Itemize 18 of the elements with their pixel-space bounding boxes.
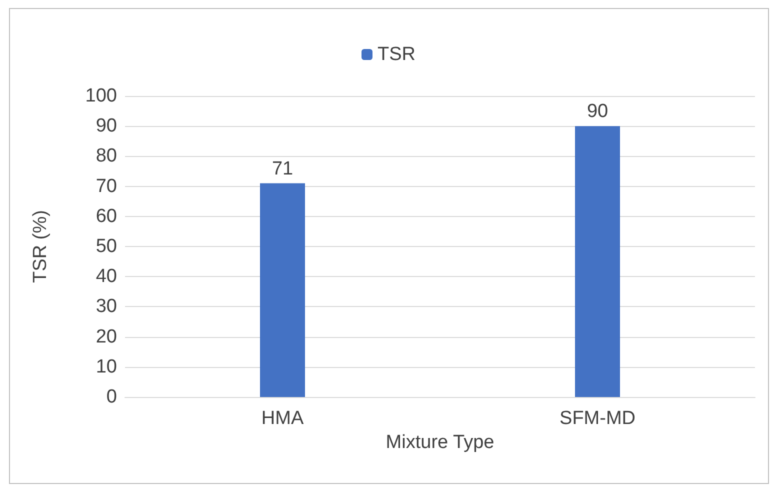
x-axis-title: Mixture Type: [386, 432, 494, 453]
y-tick-label: 90: [96, 116, 117, 137]
y-axis-title: TSR (%): [30, 210, 51, 283]
y-tick-label: 50: [96, 236, 117, 257]
legend-label: TSR: [378, 44, 416, 65]
data-label: 90: [586, 101, 608, 122]
y-tick-label: 100: [85, 86, 117, 106]
y-tick-label: 10: [96, 356, 117, 378]
y-tick-label: 40: [96, 266, 117, 288]
x-tick-label: SFM-MD: [560, 408, 636, 429]
y-tick-label: 70: [96, 176, 117, 197]
y-tick-label: 60: [96, 206, 117, 227]
y-tick-label: 20: [96, 326, 117, 348]
y-tick-label: 30: [96, 296, 117, 318]
data-label: 71: [272, 158, 294, 180]
y-tick-label: 80: [96, 146, 117, 167]
x-tick-label: HMA: [261, 408, 304, 429]
y-tick-label: 0: [106, 386, 117, 408]
